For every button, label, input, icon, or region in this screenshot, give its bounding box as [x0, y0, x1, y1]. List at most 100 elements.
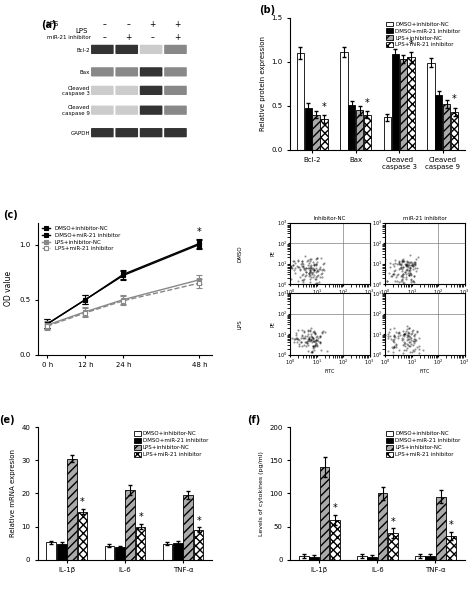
- Point: [409, 276, 416, 286]
- Point: [405, 266, 413, 275]
- Text: Cleaved
caspase 9: Cleaved caspase 9: [62, 105, 90, 116]
- Point: [398, 370, 406, 380]
- Point: [304, 370, 312, 380]
- Point: [309, 333, 316, 343]
- Point: [402, 370, 410, 380]
- Point: [400, 370, 407, 380]
- Point: [304, 370, 312, 380]
- Point: [406, 263, 413, 272]
- Point: [405, 300, 412, 309]
- Point: [299, 355, 307, 364]
- Point: [305, 333, 312, 343]
- Point: [399, 340, 406, 350]
- Point: [355, 300, 363, 309]
- Point: [310, 264, 318, 274]
- Point: [355, 300, 363, 309]
- Point: [312, 335, 319, 345]
- Point: [310, 300, 318, 309]
- Point: [355, 260, 363, 270]
- Point: [390, 370, 397, 380]
- Point: [410, 276, 417, 285]
- Point: [260, 343, 268, 352]
- Point: [408, 329, 415, 339]
- Point: [411, 329, 419, 339]
- Point: [417, 300, 424, 309]
- Point: [392, 327, 399, 336]
- Y-axis label: Relative protein expression: Relative protein expression: [260, 37, 266, 131]
- Point: [260, 263, 268, 273]
- Point: [400, 352, 408, 361]
- Point: [260, 370, 268, 380]
- Point: [411, 263, 419, 273]
- Point: [260, 331, 268, 340]
- Point: [298, 275, 306, 284]
- Point: [404, 300, 411, 309]
- Point: [403, 370, 411, 380]
- Point: [409, 370, 417, 380]
- X-axis label: FITC: FITC: [420, 298, 430, 303]
- Point: [315, 370, 323, 380]
- Point: [307, 265, 314, 274]
- Point: [260, 263, 268, 272]
- Point: [305, 370, 313, 380]
- Point: [260, 344, 268, 353]
- Point: [306, 370, 313, 380]
- Point: [355, 335, 363, 344]
- Point: [303, 370, 310, 380]
- Point: [384, 331, 392, 340]
- Point: [303, 370, 311, 380]
- Text: *: *: [391, 517, 395, 527]
- Point: [311, 370, 319, 380]
- Point: [404, 328, 411, 337]
- Point: [307, 331, 314, 340]
- Text: +: +: [174, 20, 181, 29]
- Point: [392, 370, 399, 380]
- Point: [390, 266, 398, 276]
- Point: [392, 300, 400, 309]
- Point: [260, 370, 268, 380]
- Point: [355, 260, 363, 270]
- Point: [390, 341, 398, 350]
- Point: [260, 300, 268, 309]
- Text: LPS: LPS: [46, 21, 59, 27]
- Point: [355, 300, 363, 309]
- Point: [401, 329, 408, 339]
- Point: [260, 300, 268, 309]
- Point: [389, 350, 397, 360]
- Point: [312, 283, 320, 293]
- Point: [260, 264, 268, 273]
- Point: [306, 359, 314, 368]
- Bar: [388, 533, 398, 560]
- Point: [402, 300, 410, 309]
- Point: [406, 331, 413, 340]
- Point: [260, 269, 268, 278]
- Point: [260, 263, 268, 273]
- Point: [403, 367, 411, 376]
- Point: [399, 370, 406, 380]
- Point: [355, 370, 363, 380]
- Point: [355, 262, 363, 272]
- Point: [406, 370, 414, 380]
- Point: [373, 336, 381, 345]
- Point: [355, 259, 363, 269]
- Point: [312, 332, 319, 342]
- Point: [300, 300, 308, 309]
- Bar: [310, 557, 319, 560]
- Point: [393, 358, 401, 368]
- Point: [355, 370, 363, 380]
- Point: [307, 370, 315, 380]
- Point: [313, 300, 320, 309]
- Point: [390, 269, 397, 279]
- Point: [390, 347, 397, 356]
- Point: [306, 352, 313, 361]
- Point: [311, 330, 319, 339]
- Point: [260, 348, 268, 358]
- Point: [401, 329, 408, 339]
- Point: [355, 267, 363, 276]
- Point: [310, 326, 318, 336]
- Point: [404, 340, 412, 350]
- Point: [405, 370, 413, 380]
- Point: [300, 262, 307, 271]
- Point: [374, 266, 382, 275]
- Point: [355, 336, 363, 345]
